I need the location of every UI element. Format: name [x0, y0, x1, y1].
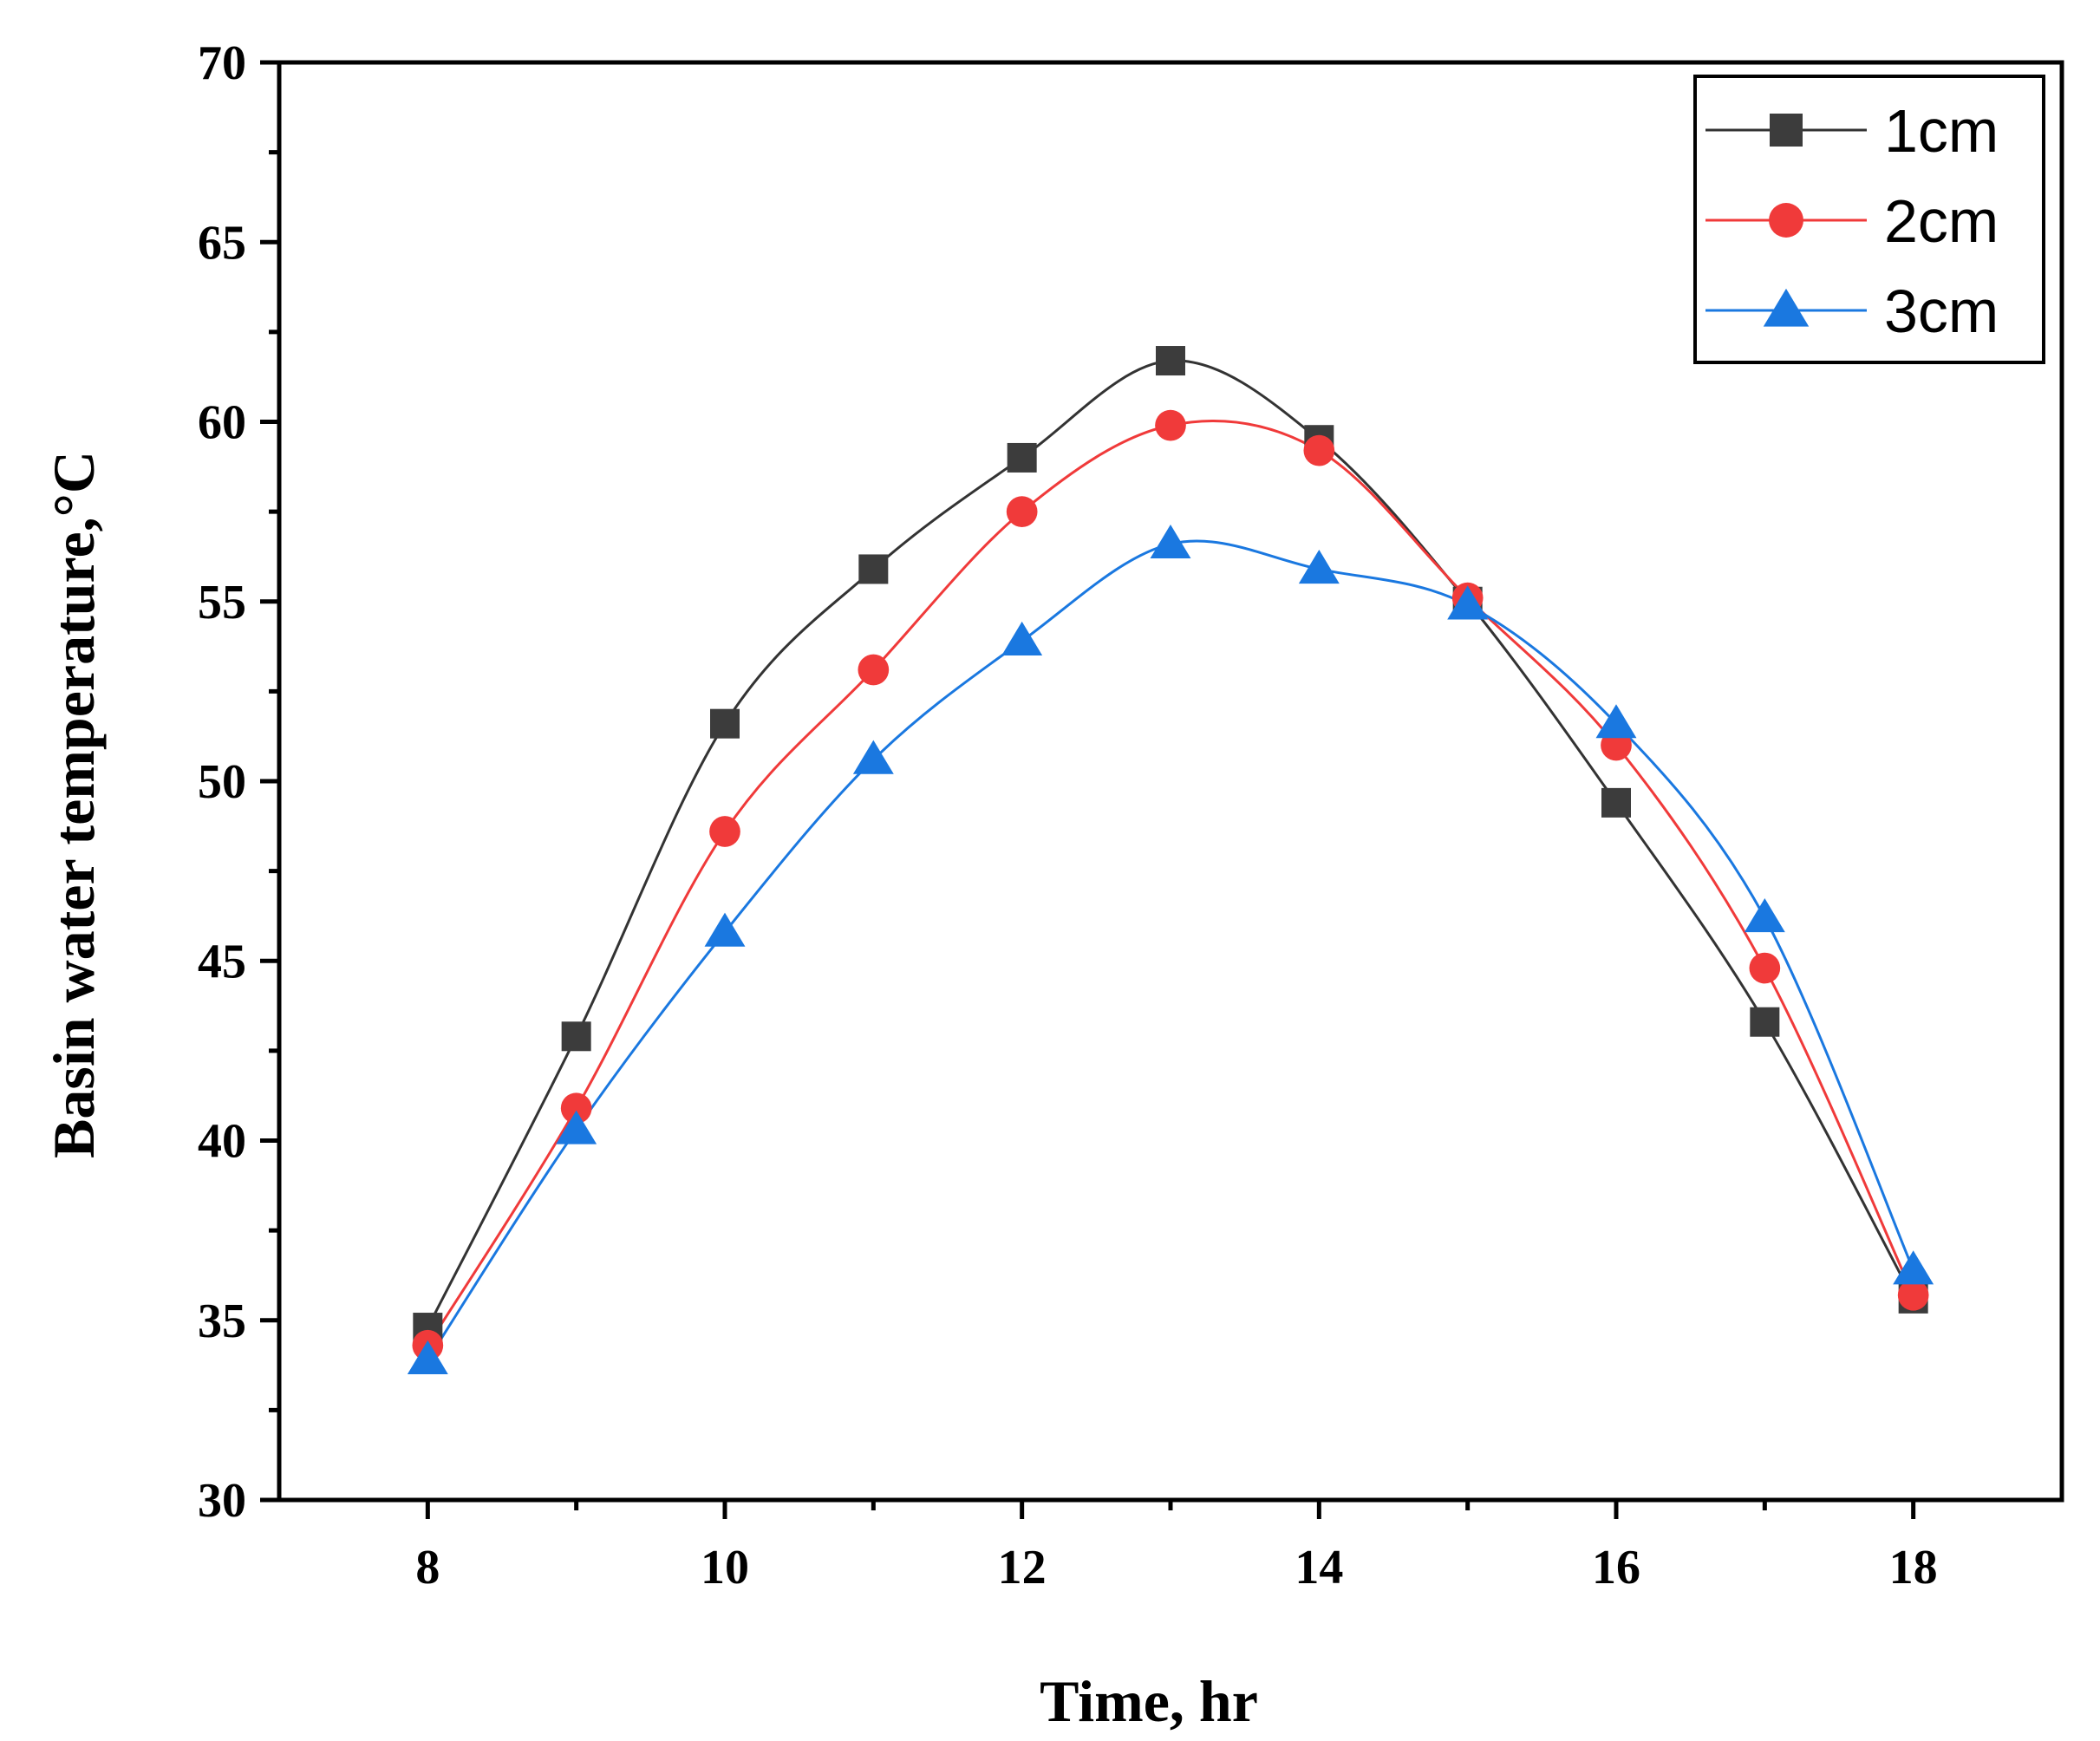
legend-label-2cm: 2cm — [1884, 187, 1999, 255]
data-point-1cm — [710, 708, 740, 739]
data-point-3cm — [704, 912, 746, 947]
data-point-3cm — [1298, 549, 1340, 584]
data-point-2cm — [1303, 434, 1335, 466]
series-line-2cm — [427, 419, 1915, 1347]
y-tick-label: 35 — [198, 1294, 246, 1348]
x-tick-label: 12 — [998, 1541, 1047, 1594]
legend-label-1cm: 1cm — [1884, 97, 1999, 165]
legend-marker-2cm — [1769, 203, 1803, 238]
data-point-3cm — [407, 1340, 448, 1374]
series-line-3cm — [427, 539, 1915, 1361]
y-axis-title: Basin water temperature,°C — [41, 451, 107, 1158]
y-tick-label: 50 — [198, 755, 246, 809]
y-tick-label: 70 — [198, 36, 246, 90]
data-point-1cm — [561, 1021, 591, 1052]
series-curves — [426, 359, 1915, 1361]
data-point-3cm — [1447, 585, 1489, 620]
legend-marker-1cm — [1770, 114, 1803, 147]
data-point-2cm — [560, 1092, 592, 1125]
y-tick-label: 45 — [198, 935, 246, 988]
data-point-3cm — [1595, 704, 1637, 739]
data-point-3cm — [556, 1110, 597, 1144]
data-point-3cm — [1893, 1250, 1934, 1285]
y-tick-label: 60 — [198, 396, 246, 450]
data-point-1cm — [1601, 787, 1631, 818]
data-point-1cm — [1750, 1007, 1780, 1037]
x-axis-title: Time, hr — [1040, 1668, 1258, 1734]
data-point-2cm — [1897, 1279, 1929, 1311]
x-tick-label: 8 — [415, 1541, 440, 1594]
x-tick-label: 14 — [1295, 1541, 1343, 1594]
x-tick-label: 10 — [701, 1541, 749, 1594]
data-point-1cm — [858, 554, 889, 584]
data-point-2cm — [709, 816, 740, 847]
y-tick-label: 55 — [198, 576, 246, 629]
data-point-3cm — [1150, 524, 1191, 559]
x-tick-label: 18 — [1889, 1541, 1938, 1594]
data-point-3cm — [852, 740, 894, 774]
y-tick-label: 65 — [198, 216, 246, 270]
legend-marker-3cm — [1763, 288, 1810, 327]
legend: 1cm 2cm 3cm — [1693, 75, 2045, 364]
series-markers — [407, 346, 1934, 1374]
x-tick-label: 16 — [1592, 1541, 1640, 1594]
legend-label-3cm: 3cm — [1884, 277, 1999, 345]
data-point-2cm — [858, 654, 890, 686]
data-point-3cm — [1744, 898, 1785, 933]
data-point-2cm — [1749, 952, 1781, 984]
y-tick-label: 30 — [198, 1474, 246, 1528]
data-point-3cm — [1001, 621, 1043, 655]
data-point-2cm — [1006, 496, 1038, 527]
data-point-1cm — [1007, 442, 1037, 473]
y-tick-label: 40 — [198, 1115, 246, 1169]
axes: 30 35 40 45 50 55 60 65 70 8 10 12 14 16 18 — [198, 36, 2064, 1594]
data-point-2cm — [1155, 409, 1186, 441]
data-point-1cm — [1156, 346, 1185, 376]
